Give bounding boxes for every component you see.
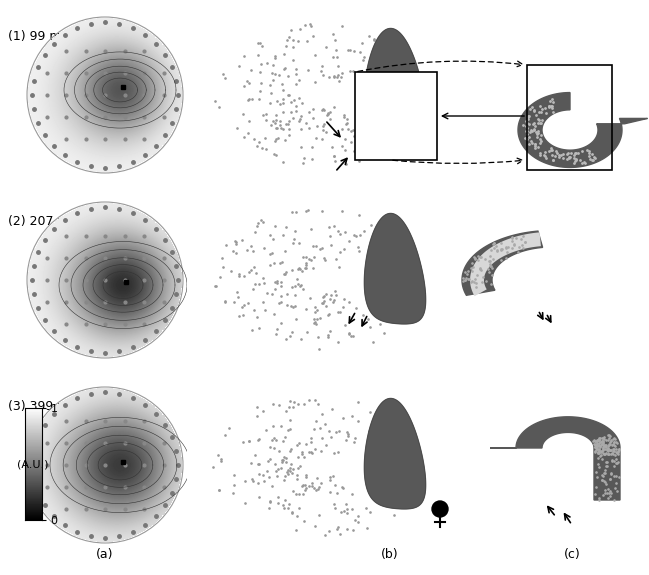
- Bar: [355, 72, 437, 160]
- Polygon shape: [364, 398, 426, 509]
- Text: (3) 399 ms: (3) 399 ms: [8, 400, 76, 413]
- Text: (A.U.): (A.U.): [18, 459, 49, 469]
- Polygon shape: [364, 29, 426, 139]
- Polygon shape: [490, 417, 620, 500]
- Bar: [527, 65, 612, 170]
- Text: (b): (b): [381, 548, 399, 561]
- Circle shape: [432, 501, 448, 517]
- Polygon shape: [518, 93, 648, 167]
- Polygon shape: [364, 213, 426, 324]
- Text: (2) 207 ms: (2) 207 ms: [8, 215, 76, 228]
- Text: (1) 99 ms: (1) 99 ms: [8, 30, 68, 43]
- Text: (c): (c): [563, 548, 580, 561]
- Text: (a): (a): [96, 548, 114, 561]
- Polygon shape: [462, 231, 543, 296]
